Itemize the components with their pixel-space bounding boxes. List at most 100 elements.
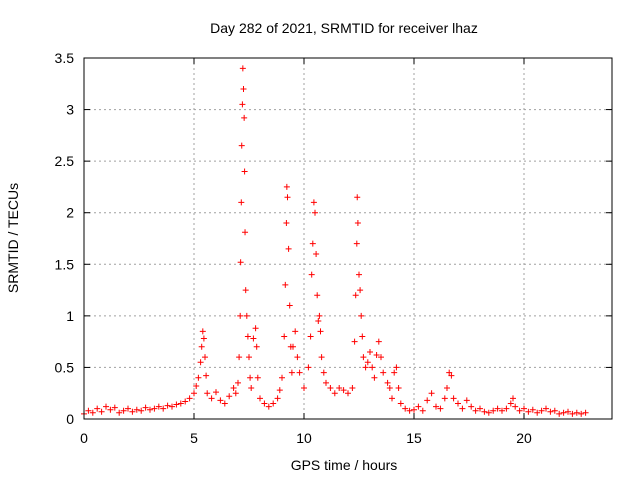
data-point	[499, 407, 505, 414]
data-point	[424, 397, 431, 404]
data-point	[354, 194, 361, 201]
data-point	[415, 403, 422, 410]
data-point	[364, 359, 371, 366]
data-point	[308, 271, 315, 278]
data-point	[380, 369, 387, 376]
x-tick-label: 10	[296, 430, 312, 446]
data-point	[345, 390, 351, 397]
data-point	[217, 397, 224, 404]
data-point	[265, 403, 272, 410]
data-point	[448, 372, 455, 379]
data-point	[283, 183, 290, 190]
data-point	[556, 410, 563, 417]
data-point	[195, 374, 202, 381]
data-point	[411, 406, 417, 413]
data-point	[386, 385, 393, 392]
grid	[84, 58, 612, 419]
data-point	[356, 271, 362, 278]
data-point	[320, 369, 327, 376]
data-point	[354, 220, 361, 227]
data-point	[203, 372, 210, 379]
data-point	[235, 379, 241, 386]
data-point	[252, 325, 259, 332]
data-point	[237, 259, 244, 266]
data-point	[281, 333, 288, 340]
data-point	[455, 400, 461, 407]
data-point	[352, 292, 359, 299]
data-point	[151, 405, 158, 412]
data-point	[437, 405, 444, 412]
data-point	[182, 398, 189, 405]
data-point	[441, 395, 448, 402]
data-point	[569, 410, 576, 417]
data-point	[107, 406, 114, 413]
data-point	[359, 333, 366, 340]
data-point	[253, 343, 260, 350]
data-point	[315, 318, 322, 325]
data-point	[288, 369, 295, 376]
y-tick-label: 2.5	[55, 153, 75, 169]
chart-title: Day 282 of 2021, SRMTID for receiver lha…	[210, 20, 478, 36]
data-point	[444, 385, 450, 392]
data-point	[313, 250, 320, 257]
data-point	[327, 385, 334, 392]
data-point	[94, 405, 101, 412]
data-point	[565, 408, 571, 415]
data-point	[279, 374, 285, 381]
data-point	[133, 406, 140, 413]
data-point	[292, 328, 299, 335]
data-point	[450, 395, 457, 402]
data-point	[397, 400, 404, 407]
data-point	[375, 338, 382, 345]
x-tick-label: 15	[406, 430, 422, 446]
data-point	[349, 385, 356, 392]
y-tick-label: 3.5	[55, 50, 75, 66]
data-point	[125, 405, 131, 412]
data-point	[582, 409, 589, 416]
data-point	[169, 403, 175, 410]
data-point	[198, 343, 205, 350]
data-point	[384, 379, 391, 386]
data-point	[360, 354, 367, 361]
data-point	[389, 395, 395, 402]
data-point	[516, 407, 523, 414]
data-point	[208, 395, 215, 402]
x-tick-label: 0	[80, 430, 88, 446]
data-point	[270, 400, 277, 407]
data-point	[242, 229, 249, 236]
data-point	[393, 364, 400, 371]
data-point	[120, 407, 127, 414]
data-point	[428, 390, 435, 397]
data-point	[294, 354, 301, 361]
data-point	[197, 359, 204, 366]
data-point	[406, 407, 413, 414]
data-point	[138, 407, 145, 414]
y-axis-label: SRMTID / TECUs	[5, 183, 21, 293]
data-point	[560, 409, 567, 416]
data-point	[573, 409, 580, 416]
data-point	[507, 400, 514, 407]
data-point	[534, 409, 541, 416]
data-point	[221, 400, 228, 407]
data-point	[213, 389, 219, 396]
data-point	[331, 390, 338, 397]
data-point	[257, 395, 263, 402]
data-point	[378, 354, 384, 361]
data-point	[477, 405, 483, 412]
data-point	[232, 390, 239, 397]
data-point	[340, 387, 347, 394]
data-point	[305, 364, 312, 371]
data-point	[129, 408, 136, 415]
data-point	[290, 343, 296, 350]
data-point	[250, 335, 257, 342]
data-point	[485, 409, 492, 416]
data-point	[226, 393, 233, 400]
data-point	[301, 385, 307, 392]
data-point	[247, 374, 254, 381]
data-point	[336, 385, 343, 392]
data-point	[142, 404, 149, 411]
data-point	[391, 369, 398, 376]
data-point	[204, 390, 211, 397]
data-point	[529, 406, 536, 413]
